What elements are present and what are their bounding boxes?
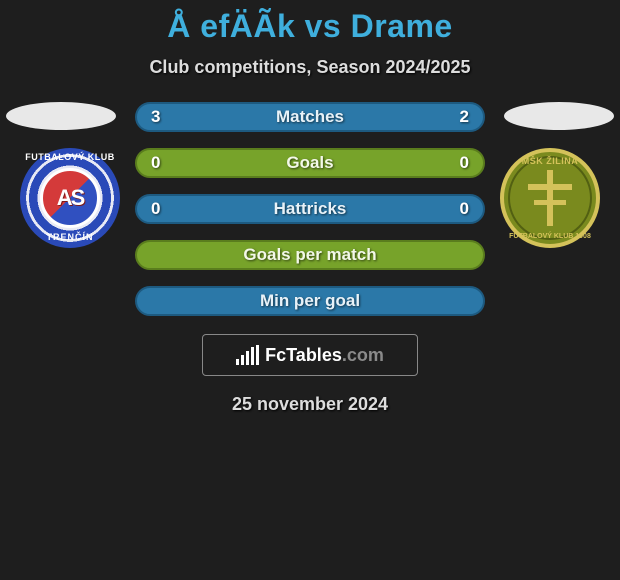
stat-row-goals: 0 Goals 0 bbox=[135, 148, 485, 178]
stat-right-value: 0 bbox=[460, 153, 469, 173]
stat-row-min-per-goal: Min per goal bbox=[135, 286, 485, 316]
stat-label: Hattricks bbox=[274, 199, 347, 219]
brand-box[interactable]: FcTables.com bbox=[202, 334, 418, 376]
stat-row-hattricks: 0 Hattricks 0 bbox=[135, 194, 485, 224]
club-badge-left: FUTBALOVÝ KLUB TRENČÍN bbox=[20, 148, 120, 248]
club-badge-right: MŠK ŽILINA FUTBALOVÝ KLUB 1908 bbox=[500, 148, 600, 248]
stat-label: Goals bbox=[286, 153, 333, 173]
stat-left-value: 3 bbox=[151, 107, 160, 127]
stats-list: 3 Matches 2 0 Goals 0 0 Hattricks 0 Goal… bbox=[135, 102, 485, 316]
brand-text: FcTables.com bbox=[265, 345, 384, 366]
stat-label: Goals per match bbox=[243, 245, 376, 265]
player-ellipse-left bbox=[6, 102, 116, 130]
stat-label: Min per goal bbox=[260, 291, 360, 311]
player-ellipse-right bbox=[504, 102, 614, 130]
badge-left-top-text: FUTBALOVÝ KLUB bbox=[20, 152, 120, 162]
stat-left-value: 0 bbox=[151, 199, 160, 219]
stat-row-goals-per-match: Goals per match bbox=[135, 240, 485, 270]
page-title: Å efÄÃ­k vs Drame bbox=[0, 0, 620, 45]
brand-name-strong: FcTables bbox=[265, 345, 342, 365]
zilina-cross-icon bbox=[528, 170, 572, 226]
stat-label: Matches bbox=[276, 107, 344, 127]
badge-right-bottom-text: FUTBALOVÝ KLUB 1908 bbox=[504, 233, 596, 240]
stat-row-matches: 3 Matches 2 bbox=[135, 102, 485, 132]
brand-name-suffix: .com bbox=[342, 345, 384, 365]
subtitle: Club competitions, Season 2024/2025 bbox=[0, 57, 620, 78]
badge-left-inner bbox=[40, 168, 100, 228]
stat-left-value: 0 bbox=[151, 153, 160, 173]
comparison-area: FUTBALOVÝ KLUB TRENČÍN MŠK ŽILINA FUTBAL… bbox=[0, 102, 620, 316]
bar-chart-icon bbox=[236, 345, 259, 365]
badge-right-top-text: MŠK ŽILINA bbox=[504, 156, 596, 166]
stat-right-value: 2 bbox=[460, 107, 469, 127]
stat-right-value: 0 bbox=[460, 199, 469, 219]
badge-left-bottom-text: TRENČÍN bbox=[20, 232, 120, 242]
date-label: 25 november 2024 bbox=[0, 394, 620, 415]
